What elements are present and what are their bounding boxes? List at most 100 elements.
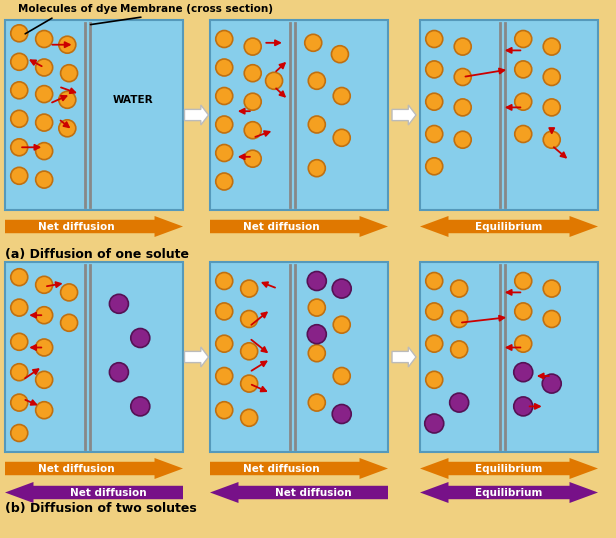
Polygon shape: [210, 216, 388, 237]
Circle shape: [454, 38, 471, 55]
Circle shape: [10, 53, 28, 70]
Circle shape: [241, 409, 257, 426]
Text: (a) Diffusion of one solute: (a) Diffusion of one solute: [5, 248, 189, 261]
Circle shape: [332, 405, 351, 423]
Bar: [5, 20, 183, 210]
Circle shape: [451, 310, 468, 328]
Circle shape: [426, 158, 443, 175]
Circle shape: [36, 371, 52, 388]
Circle shape: [543, 99, 560, 116]
Bar: [5, 262, 183, 452]
Circle shape: [308, 160, 325, 176]
Circle shape: [543, 131, 560, 148]
Circle shape: [131, 397, 150, 416]
Polygon shape: [185, 347, 208, 367]
Circle shape: [265, 72, 283, 89]
Circle shape: [10, 82, 28, 99]
Bar: [420, 262, 598, 452]
Circle shape: [515, 335, 532, 352]
Circle shape: [110, 363, 128, 381]
Circle shape: [543, 38, 560, 55]
Circle shape: [543, 280, 560, 297]
Polygon shape: [5, 458, 183, 479]
Circle shape: [10, 167, 28, 185]
Circle shape: [216, 335, 233, 352]
Circle shape: [60, 314, 78, 331]
Circle shape: [542, 374, 561, 393]
Circle shape: [426, 303, 443, 320]
Circle shape: [426, 61, 443, 78]
Circle shape: [454, 68, 471, 86]
Text: Molecules of dye: Molecules of dye: [18, 4, 118, 34]
Polygon shape: [5, 482, 183, 503]
Circle shape: [543, 68, 560, 86]
Circle shape: [216, 145, 233, 161]
Circle shape: [308, 299, 325, 316]
Circle shape: [59, 36, 76, 53]
Circle shape: [36, 307, 52, 324]
Polygon shape: [420, 482, 598, 503]
Circle shape: [308, 345, 325, 362]
Circle shape: [426, 93, 443, 110]
Circle shape: [308, 394, 325, 411]
Circle shape: [454, 131, 471, 148]
Circle shape: [10, 139, 28, 156]
Circle shape: [10, 334, 28, 350]
Text: Net diffusion: Net diffusion: [275, 487, 352, 498]
Circle shape: [36, 114, 52, 131]
Circle shape: [244, 150, 261, 167]
Circle shape: [514, 397, 533, 416]
Circle shape: [244, 93, 261, 110]
Circle shape: [515, 303, 532, 320]
Circle shape: [10, 364, 28, 381]
Circle shape: [333, 316, 351, 333]
Text: Equilibrium: Equilibrium: [476, 487, 543, 498]
Circle shape: [241, 310, 257, 328]
Circle shape: [59, 91, 76, 108]
Text: WATER: WATER: [113, 95, 153, 105]
Circle shape: [515, 273, 532, 289]
Circle shape: [333, 367, 351, 385]
Circle shape: [36, 86, 52, 103]
Circle shape: [36, 171, 52, 188]
Circle shape: [216, 88, 233, 104]
Circle shape: [308, 72, 325, 89]
Circle shape: [308, 116, 325, 133]
Circle shape: [515, 93, 532, 110]
Circle shape: [241, 280, 257, 297]
Polygon shape: [210, 482, 388, 503]
Circle shape: [305, 34, 322, 51]
Text: Membrane (cross section): Membrane (cross section): [91, 4, 273, 25]
Bar: [210, 262, 388, 452]
Circle shape: [10, 394, 28, 411]
Polygon shape: [5, 216, 183, 237]
Circle shape: [60, 284, 78, 301]
Circle shape: [216, 59, 233, 76]
Circle shape: [515, 31, 532, 47]
Polygon shape: [392, 347, 416, 367]
Circle shape: [216, 173, 233, 190]
Circle shape: [543, 310, 560, 328]
Circle shape: [333, 88, 351, 104]
Circle shape: [10, 424, 28, 442]
Text: Net diffusion: Net diffusion: [38, 222, 115, 231]
Circle shape: [332, 279, 351, 298]
Bar: [420, 20, 598, 210]
Circle shape: [307, 272, 326, 291]
Text: (b) Diffusion of two solutes: (b) Diffusion of two solutes: [5, 502, 197, 515]
Polygon shape: [185, 105, 208, 125]
Circle shape: [244, 122, 261, 139]
Circle shape: [216, 31, 233, 47]
Polygon shape: [420, 458, 598, 479]
Text: Net diffusion: Net diffusion: [38, 464, 115, 473]
Circle shape: [36, 59, 52, 76]
Circle shape: [10, 25, 28, 42]
Circle shape: [36, 339, 52, 356]
Circle shape: [36, 143, 52, 160]
Circle shape: [10, 268, 28, 286]
Text: Net diffusion: Net diffusion: [70, 487, 147, 498]
Circle shape: [36, 31, 52, 47]
Polygon shape: [210, 458, 388, 479]
Circle shape: [10, 299, 28, 316]
Circle shape: [454, 99, 471, 116]
